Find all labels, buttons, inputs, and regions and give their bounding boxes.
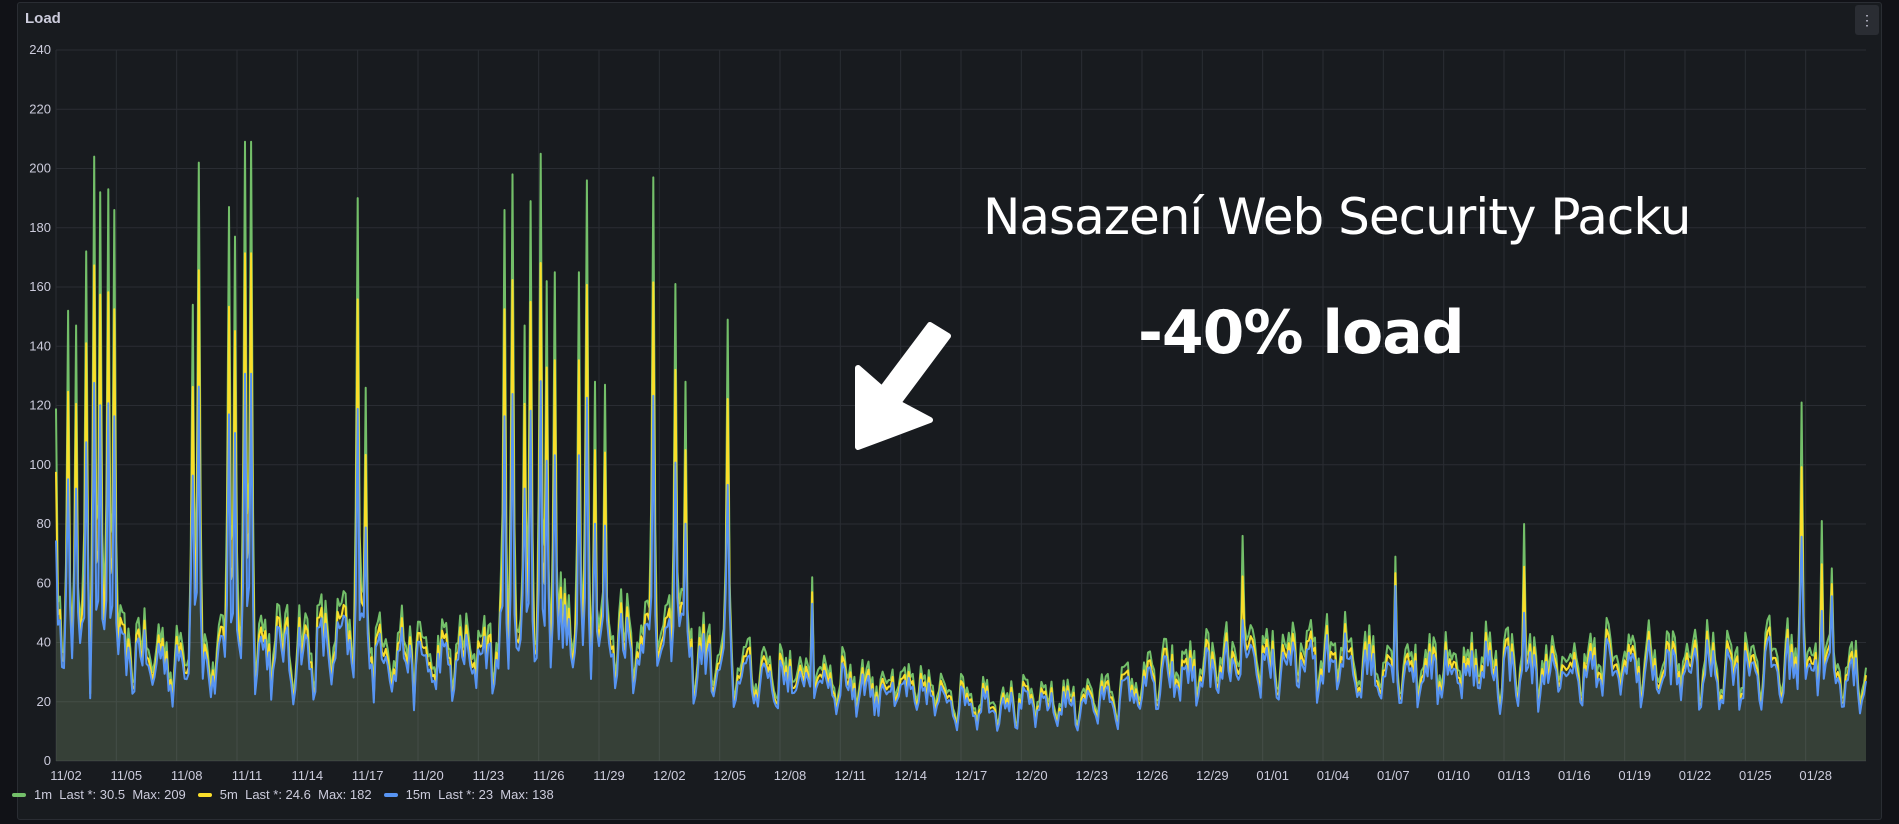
- x-tick-label: 11/23: [473, 768, 505, 783]
- series-area-15m: [56, 373, 1866, 761]
- y-tick-label: 40: [37, 635, 51, 650]
- annotation-title: Nasazení Web Security Packu: [983, 188, 1691, 246]
- x-tick-label: 12/17: [955, 768, 988, 783]
- x-tick-label: 12/11: [835, 768, 867, 783]
- y-tick-label: 220: [29, 101, 51, 116]
- y-tick-label: 240: [29, 42, 51, 57]
- arrow-down-left-icon: [855, 322, 951, 450]
- y-tick-label: 180: [29, 220, 51, 235]
- y-tick-label: 200: [29, 161, 51, 176]
- x-tick-label: 01/25: [1739, 768, 1772, 783]
- legend-last: Last *: 30.5: [59, 787, 126, 802]
- legend-swatch: [197, 792, 212, 797]
- x-axis: 11/02 11/05 11/08 11/11 11/14 11/17 11/20 11/23…: [50, 768, 1832, 783]
- y-tick-label: 20: [37, 694, 51, 709]
- legend-series-name: 5m: [219, 787, 238, 802]
- x-tick-label: 12/23: [1075, 768, 1108, 783]
- x-tick-label: 01/28: [1799, 768, 1832, 783]
- legend-swatch: [383, 792, 398, 797]
- legend-last: Last *: 23: [438, 787, 494, 802]
- y-tick-label: 0: [44, 753, 51, 768]
- x-tick-label: 01/16: [1558, 768, 1591, 783]
- legend-item-5m[interactable]: 5m Last *: 24.6 Max: 182: [197, 787, 372, 802]
- x-tick-label: 12/08: [774, 768, 807, 783]
- legend-max: Max: 182: [318, 787, 372, 802]
- x-tick-label: 11/08: [171, 768, 203, 783]
- legend-swatch: [12, 792, 26, 797]
- x-tick-label: 01/22: [1679, 768, 1712, 783]
- x-tick-label: 11/14: [292, 768, 324, 783]
- x-tick-label: 01/04: [1317, 768, 1350, 783]
- x-tick-label: 11/17: [352, 768, 384, 783]
- legend-max: Max: 209: [132, 787, 186, 802]
- y-tick-label: 160: [29, 279, 51, 294]
- x-tick-label: 12/14: [894, 768, 927, 783]
- y-tick-label: 60: [37, 575, 51, 590]
- x-tick-label: 01/07: [1377, 768, 1410, 783]
- series-area-1m: [56, 141, 1866, 762]
- x-tick-label: 12/05: [713, 768, 746, 783]
- legend-last: Last *: 24.6: [245, 787, 311, 802]
- x-tick-label: 11/29: [593, 768, 625, 783]
- x-tick-label: 11/05: [111, 768, 143, 783]
- x-tick-label: 11/26: [533, 768, 565, 783]
- annotation-subtitle: -40% load: [1138, 298, 1465, 368]
- legend-item-1m[interactable]: 1m Last *: 30.5 Max: 209: [12, 787, 186, 802]
- series-group: [55, 140, 1867, 762]
- x-tick-label: 12/29: [1196, 768, 1229, 783]
- x-tick-label: 01/19: [1618, 768, 1651, 783]
- x-tick-label: 11/20: [412, 768, 444, 783]
- x-tick-label: 12/20: [1015, 768, 1048, 783]
- series-line-1m: [55, 140, 1867, 727]
- legend-series-name: 15m: [405, 787, 431, 802]
- y-axis: 0 20 40 60 80 100 120 140 160 180 200 220 240: [29, 42, 51, 768]
- x-tick-label: 12/02: [653, 768, 686, 783]
- y-tick-label: 120: [29, 398, 51, 413]
- x-tick-label: 11/11: [232, 768, 263, 783]
- legend-item-15m[interactable]: 15m Last *: 23 Max: 138: [383, 787, 554, 802]
- series-line-15m: [55, 372, 1867, 732]
- x-tick-label: 01/01: [1256, 768, 1289, 783]
- legend-series-name: 1m: [34, 787, 53, 802]
- x-tick-label: 11/02: [50, 768, 82, 783]
- series-area-5m: [56, 253, 1866, 762]
- x-tick-label: 01/10: [1437, 768, 1470, 783]
- y-tick-label: 80: [37, 516, 51, 531]
- y-tick-label: 100: [29, 457, 51, 472]
- more-vertical-icon[interactable]: ⋮: [1855, 5, 1879, 35]
- chart-grid: [55, 49, 1866, 762]
- y-tick-label: 140: [29, 338, 51, 353]
- legend: 1m Last *: 30.5 Max: 209 5m Last *: 24.6…: [12, 787, 566, 802]
- load-panel: Load ⋮: [17, 2, 1882, 820]
- legend-max: Max: 138: [500, 787, 554, 802]
- series-line-5m: [55, 252, 1867, 730]
- x-tick-label: 01/13: [1498, 768, 1531, 783]
- panel-title: Load: [25, 10, 61, 27]
- x-tick-label: 12/26: [1136, 768, 1169, 783]
